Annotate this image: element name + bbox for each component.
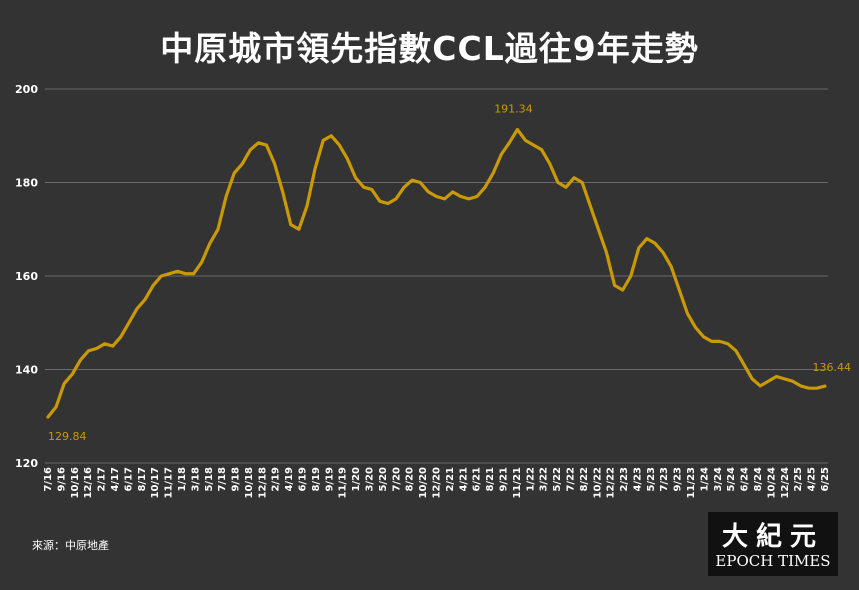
x-tick-label: 6/25 <box>820 467 831 492</box>
logo-chinese-text: 大紀元 <box>721 522 824 552</box>
x-tick-label: 6/19 <box>298 467 309 492</box>
x-tick-label: 9/21 <box>498 467 509 492</box>
x-tick-label: 5/24 <box>726 467 737 492</box>
x-tick-label: 9/23 <box>673 467 684 492</box>
x-tick-label: 2/17 <box>97 467 108 492</box>
x-tick-label: 5/20 <box>378 467 389 492</box>
y-tick-label: 200 <box>15 83 38 96</box>
x-tick-label: 4/23 <box>632 467 643 492</box>
x-tick-label: 8/24 <box>753 467 764 492</box>
end-value-label: 136.44 <box>813 361 852 374</box>
x-tick-label: 2/23 <box>619 467 630 492</box>
x-tick-label: 2/19 <box>271 467 282 492</box>
x-tick-label: 4/17 <box>110 467 121 492</box>
x-tick-label: 12/24 <box>780 467 791 499</box>
x-tick-label: 11/17 <box>164 467 175 499</box>
x-tick-label: 7/20 <box>391 467 402 492</box>
logo-english-text: EPOCH TIMES <box>715 552 831 570</box>
x-tick-label: 5/18 <box>204 467 215 492</box>
x-tick-label: 1/22 <box>525 467 536 492</box>
x-tick-label: 2/25 <box>793 467 804 492</box>
x-tick-label: 11/21 <box>512 467 523 499</box>
x-tick-label: 5/22 <box>552 467 563 492</box>
x-tick-label: 6/24 <box>740 467 751 492</box>
x-tick-label: 7/18 <box>217 467 228 492</box>
series-line-ccl <box>46 127 827 419</box>
x-tick-label: 7/23 <box>659 467 670 492</box>
x-tick-label: 9/19 <box>324 467 335 492</box>
x-tick-label: 10/18 <box>244 467 255 499</box>
x-tick-label: 12/16 <box>83 467 94 499</box>
x-tick-label: 1/18 <box>177 467 188 492</box>
x-tick-label: 1/24 <box>699 467 710 492</box>
x-tick-label: 8/19 <box>311 467 322 492</box>
x-tick-label: 10/17 <box>150 467 161 499</box>
epoch-times-logo: 大紀元 EPOCH TIMES <box>708 512 838 576</box>
x-tick-label: 4/21 <box>458 467 469 492</box>
x-tick-label: 10/24 <box>766 467 777 499</box>
x-tick-label: 8/20 <box>405 467 416 492</box>
x-tick-label: 12/18 <box>257 467 268 499</box>
x-tick-label: 6/17 <box>123 467 134 492</box>
x-tick-label: 12/22 <box>606 467 617 499</box>
x-tick-label: 7/16 <box>43 467 54 492</box>
x-tick-label: 12/20 <box>432 467 443 499</box>
start-value-label: 129.84 <box>48 430 87 443</box>
x-tick-label: 9/16 <box>56 467 67 492</box>
x-tick-label: 3/20 <box>365 467 376 492</box>
y-tick-label: 160 <box>15 270 38 283</box>
x-tick-label: 9/18 <box>231 467 242 492</box>
x-tick-label: 8/17 <box>137 467 148 492</box>
x-tick-label: 1/20 <box>351 467 362 492</box>
x-tick-label: 3/24 <box>713 467 724 492</box>
peak-value-label: 191.34 <box>494 102 533 115</box>
y-tick-label: 120 <box>15 457 38 470</box>
x-tick-label: 8/22 <box>579 467 590 492</box>
y-tick-label: 180 <box>15 177 38 190</box>
x-tick-label: 10/20 <box>418 467 429 499</box>
x-tick-label: 11/23 <box>686 467 697 499</box>
x-tick-label: 8/21 <box>485 467 496 492</box>
x-tick-label: 5/23 <box>646 467 657 492</box>
x-tick-label: 4/25 <box>807 467 818 492</box>
source-note: 來源：中原地產 <box>32 539 109 552</box>
x-tick-label: 6/21 <box>472 467 483 492</box>
y-tick-label: 140 <box>15 364 38 377</box>
chart-title: 中原城市領先指數CCL過往9年走勢 <box>160 29 699 68</box>
x-tick-label: 3/22 <box>539 467 550 492</box>
x-tick-label: 7/22 <box>565 467 576 492</box>
x-tick-label: 11/19 <box>338 467 349 499</box>
x-tick-label: 10/16 <box>70 467 81 499</box>
x-tick-label: 4/19 <box>284 467 295 492</box>
x-tick-label: 2/21 <box>445 467 456 492</box>
x-tick-label: 3/18 <box>190 467 201 492</box>
x-tick-label: 10/22 <box>592 467 603 499</box>
